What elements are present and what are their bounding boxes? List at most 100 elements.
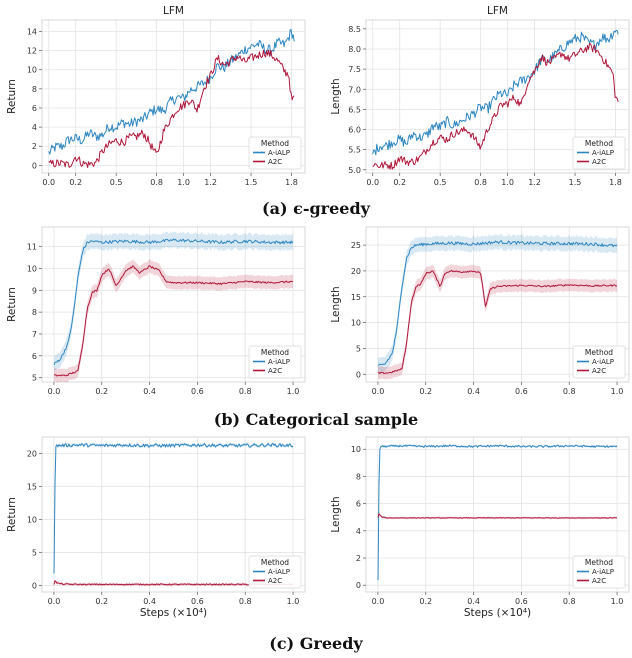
x-tick-label: 0.8 [474, 178, 487, 187]
x-tick-label: 0.8 [563, 387, 576, 396]
legend-entry: A-iALP [268, 358, 290, 366]
x-tick-label: 1.0 [501, 178, 514, 187]
x-tick-label: 1.0 [611, 597, 624, 606]
legend-entry: A-iALP [268, 149, 290, 157]
plot-frame [41, 226, 306, 383]
y-tick-label: 11 [27, 243, 37, 252]
caption-a: (a) ϵ-greedy [262, 199, 371, 218]
series-line-a-ialp [377, 444, 618, 581]
x-axis-label: Steps (×10⁴) [464, 607, 531, 619]
y-tick-label: 6 [32, 352, 37, 361]
y-tick-label: 8 [32, 85, 37, 94]
x-tick-label: 0.8 [239, 597, 252, 606]
x-tick-label: 0.4 [467, 387, 480, 396]
x-tick-label: 0.6 [191, 387, 204, 396]
legend-title: Method [585, 558, 613, 567]
legend-entry: A2C [268, 158, 282, 166]
y-tick-label: 12 [27, 47, 37, 56]
y-tick-label: 0 [356, 370, 361, 379]
plot-frame [41, 19, 306, 174]
x-tick-label: 1.2 [528, 178, 541, 187]
legend-entry: A2C [592, 367, 606, 375]
y-tick-label: 9 [32, 286, 37, 295]
chart-title: LFM [163, 5, 184, 17]
x-tick-label: 1.0 [287, 597, 300, 606]
y-tick-label: 5.5 [348, 146, 361, 155]
x-tick-label: 0.8 [563, 597, 576, 606]
chart-a-return: 0.0 0.2 0.5 0.8 1.0 1.2 1.5 1.8 0 2 4 6 8 10 12 14 LFM Re… [6, 5, 306, 187]
x-tick-label: 0.5 [110, 178, 123, 187]
x-tick-label: 0.6 [191, 597, 204, 606]
series-line-a2c [48, 49, 295, 168]
x-tick-label: 1.2 [204, 178, 217, 187]
chart-a-length: 0.0 0.2 0.5 0.8 1.0 1.2 1.5 1.8 5.0 5.5 6.0 6.5 7.0 7… [330, 5, 630, 187]
x-tick-label: 0.4 [143, 387, 156, 396]
legend-entry: A-iALP [268, 568, 290, 576]
y-tick-label: 6.0 [348, 126, 361, 135]
x-tick-label: 0.0 [42, 178, 55, 187]
series-line-a-ialp [53, 442, 294, 574]
y-tick-label: 7.0 [348, 85, 361, 94]
y-axis-label: Return [6, 287, 18, 322]
x-tick-label: 1.0 [177, 178, 190, 187]
legend-entry: A2C [268, 367, 282, 375]
series-band-a-ialp [378, 233, 617, 373]
plot-frame [365, 226, 630, 383]
y-tick-label: 10 [351, 319, 361, 328]
x-tick-label: 0.2 [95, 597, 108, 606]
x-tick-label: 1.0 [287, 387, 300, 396]
x-tick-label: 0.2 [95, 387, 108, 396]
legend-title: Method [261, 139, 289, 148]
x-tick-label: 0.0 [48, 597, 61, 606]
y-tick-label: 14 [27, 27, 37, 36]
y-tick-label: 15 [351, 293, 361, 302]
y-tick-label: 20 [351, 267, 361, 276]
chart-c-return: 0.0 0.2 0.4 0.6 0.8 1.0 0 5 10 15 20 Return Steps (×… [6, 436, 306, 619]
y-axis-label: Return [6, 79, 18, 114]
y-tick-label: 10 [27, 515, 37, 524]
legend-title: Method [585, 139, 613, 148]
y-axis-label: Length [330, 496, 342, 532]
series-line-a2c [53, 265, 294, 377]
legend-entry: A-iALP [592, 149, 614, 157]
series-line-a2c [377, 513, 618, 519]
x-tick-label: 0.2 [393, 178, 406, 187]
y-tick-label: 0 [356, 581, 361, 590]
x-tick-label: 1.0 [611, 387, 624, 396]
y-tick-label: 6 [356, 500, 361, 509]
x-axis-label: Steps (×10⁴) [140, 607, 207, 619]
legend-title: Method [261, 348, 289, 357]
series-line-a-ialp [53, 238, 294, 365]
y-tick-label: 20 [27, 449, 37, 458]
chart-title: LFM [487, 5, 508, 17]
y-tick-label: 7 [32, 330, 37, 339]
x-tick-label: 0.0 [366, 178, 379, 187]
legend-entry: A-iALP [592, 358, 614, 366]
y-axis-label: Return [6, 497, 18, 532]
x-tick-label: 0.2 [69, 178, 82, 187]
y-axis-label: Length [330, 78, 342, 114]
y-tick-label: 10 [351, 445, 361, 454]
chart-b-length: 0.0 0.2 0.4 0.6 0.8 1.0 0 5 10 15 20 25 Length Method… [330, 226, 630, 396]
y-tick-label: 4 [356, 527, 361, 536]
caption-b: (b) Categorical sample [214, 410, 418, 429]
plot-frame [365, 436, 630, 593]
y-tick-label: 15 [27, 482, 37, 491]
series-line-a2c [377, 270, 618, 375]
y-tick-label: 8.5 [348, 25, 361, 34]
y-tick-label: 8 [32, 308, 37, 317]
x-tick-label: 1.8 [285, 178, 298, 187]
x-tick-label: 0.0 [48, 387, 61, 396]
x-tick-label: 0.0 [372, 597, 385, 606]
y-tick-label: 2 [356, 554, 361, 563]
series-band-a-ialp [54, 231, 293, 373]
x-tick-label: 0.8 [150, 178, 163, 187]
series-line-a2c [372, 43, 619, 170]
chart-b-return: 0.0 0.2 0.4 0.6 0.8 1.0567891011ReturnMethodA… [6, 226, 306, 396]
x-tick-label: 0.0 [372, 387, 385, 396]
x-tick-label: 0.6 [515, 597, 528, 606]
